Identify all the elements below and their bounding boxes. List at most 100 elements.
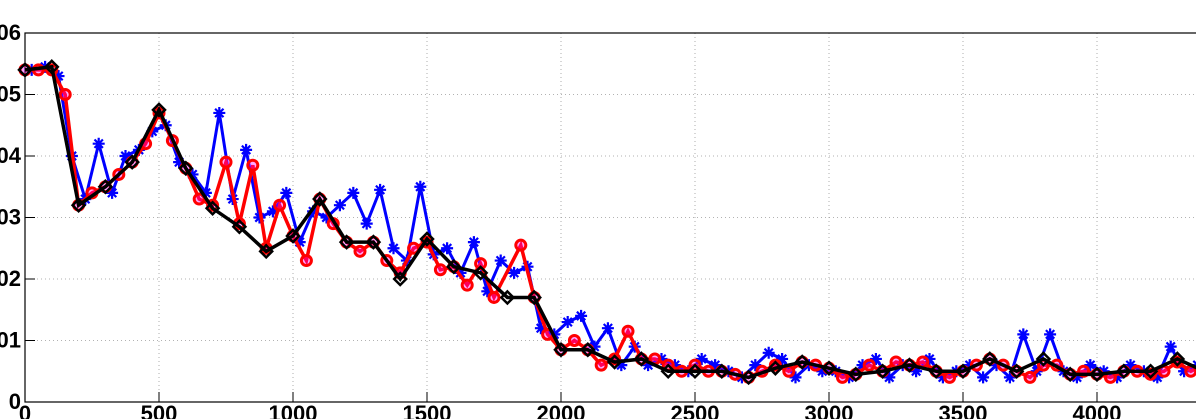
asterisk-marker bbox=[213, 106, 226, 119]
asterisk-marker bbox=[749, 359, 762, 372]
asterisk-marker bbox=[387, 242, 400, 255]
asterisk-marker bbox=[173, 156, 186, 169]
asterisk-marker bbox=[709, 359, 722, 372]
asterisk-marker bbox=[869, 352, 882, 365]
diamond-marker bbox=[928, 363, 944, 380]
circle-marker bbox=[943, 370, 957, 384]
diamond-marker bbox=[982, 351, 998, 367]
asterisk-marker bbox=[776, 352, 789, 365]
x-tick-label: 500 bbox=[141, 401, 178, 419]
asterisk-marker bbox=[320, 211, 333, 224]
diamond-marker bbox=[526, 289, 542, 306]
circle-marker bbox=[862, 358, 876, 372]
series-line bbox=[24, 64, 1196, 380]
asterisk-marker bbox=[1111, 371, 1124, 384]
asterisk-marker bbox=[575, 309, 588, 322]
diamond-marker bbox=[44, 59, 60, 75]
asterisk-marker bbox=[199, 186, 212, 199]
asterisk-marker bbox=[789, 371, 802, 384]
diamond-marker bbox=[1142, 363, 1159, 380]
diamond-marker bbox=[1169, 351, 1186, 367]
diamond-marker bbox=[178, 160, 194, 177]
asterisk-marker bbox=[936, 371, 949, 384]
diamond-marker bbox=[553, 341, 569, 358]
asterisk-marker bbox=[414, 180, 427, 193]
y-tick-label: 0.04 bbox=[0, 143, 22, 168]
y-tick-label: 0.05 bbox=[0, 82, 21, 107]
asterisk-marker bbox=[601, 322, 614, 335]
circle-marker bbox=[889, 355, 903, 369]
diamond-marker bbox=[392, 271, 408, 287]
diamond-marker bbox=[472, 265, 489, 281]
circle-marker bbox=[246, 158, 260, 172]
diamond-marker bbox=[258, 243, 274, 260]
asterisk-marker bbox=[508, 266, 521, 279]
asterisk-marker bbox=[695, 352, 708, 365]
diamond-marker bbox=[901, 357, 918, 373]
series-line bbox=[31, 65, 1196, 381]
diamond-marker bbox=[285, 228, 301, 244]
diamond-marker bbox=[687, 363, 703, 380]
y-tick-label: 0.06 bbox=[0, 20, 21, 45]
x-tick-label: 3000 bbox=[805, 401, 854, 419]
asterisk-marker bbox=[1124, 359, 1137, 372]
y-tick-label: 0.01 bbox=[0, 328, 21, 353]
asterisk-marker bbox=[374, 183, 387, 196]
asterisk-marker bbox=[333, 199, 346, 212]
diamond-marker bbox=[1035, 351, 1052, 367]
diamond-marker bbox=[1116, 363, 1132, 380]
asterisk-marker bbox=[481, 285, 494, 298]
diamond-marker bbox=[499, 289, 516, 306]
diamond-marker bbox=[446, 258, 462, 275]
asterisk-marker bbox=[561, 316, 574, 329]
diamond-marker bbox=[151, 102, 167, 118]
circle-marker bbox=[782, 364, 796, 378]
x-tick-label: 2000 bbox=[537, 401, 586, 419]
asterisk-marker bbox=[266, 205, 279, 218]
diamond-marker bbox=[365, 234, 382, 250]
asterisk-marker bbox=[106, 186, 119, 199]
circle-marker bbox=[299, 254, 313, 268]
asterisk-marker bbox=[923, 352, 936, 365]
circle-marker bbox=[192, 192, 206, 206]
diamond-marker bbox=[767, 360, 784, 376]
asterisk-marker bbox=[1151, 371, 1164, 384]
y-tick-label: 0.02 bbox=[0, 266, 21, 291]
diamond-marker bbox=[1008, 363, 1025, 380]
x-tick-label: 4000 bbox=[1073, 401, 1122, 419]
axes-box bbox=[24, 32, 1196, 403]
circle-marker bbox=[433, 263, 447, 277]
diamond-marker bbox=[70, 197, 87, 213]
circle-marker bbox=[219, 155, 233, 169]
asterisk-marker bbox=[494, 254, 507, 267]
x-tick-label: 3500 bbox=[939, 401, 988, 419]
asterisk-marker bbox=[119, 150, 132, 162]
diamond-marker bbox=[660, 363, 676, 380]
asterisk-marker bbox=[1097, 365, 1110, 378]
diamond-marker bbox=[874, 363, 891, 380]
asterisk-marker bbox=[534, 322, 547, 335]
asterisk-marker bbox=[441, 242, 454, 255]
asterisk-marker bbox=[1017, 328, 1030, 341]
asterisk-marker bbox=[307, 205, 320, 218]
asterisk-marker bbox=[642, 359, 655, 372]
diamond-marker bbox=[419, 231, 435, 247]
asterisk-marker bbox=[360, 217, 373, 230]
asterisk-marker bbox=[883, 371, 896, 384]
circle-marker bbox=[594, 358, 608, 372]
diamond-marker bbox=[633, 351, 650, 367]
diamond-marker bbox=[714, 363, 730, 380]
y-tick-label: 0 bbox=[9, 389, 21, 414]
asterisk-marker bbox=[856, 359, 869, 372]
asterisk-marker bbox=[1084, 359, 1097, 372]
circle-marker bbox=[1023, 370, 1037, 384]
diamond-marker bbox=[955, 363, 971, 380]
diamond-marker bbox=[794, 354, 810, 370]
diamond-marker bbox=[17, 62, 33, 78]
diamond-marker bbox=[821, 360, 837, 376]
circle-marker bbox=[353, 244, 367, 258]
x-tick-label: 1500 bbox=[403, 401, 452, 419]
asterisk-marker bbox=[1044, 328, 1057, 341]
asterisk-marker bbox=[762, 346, 775, 359]
circle-marker bbox=[487, 290, 501, 304]
